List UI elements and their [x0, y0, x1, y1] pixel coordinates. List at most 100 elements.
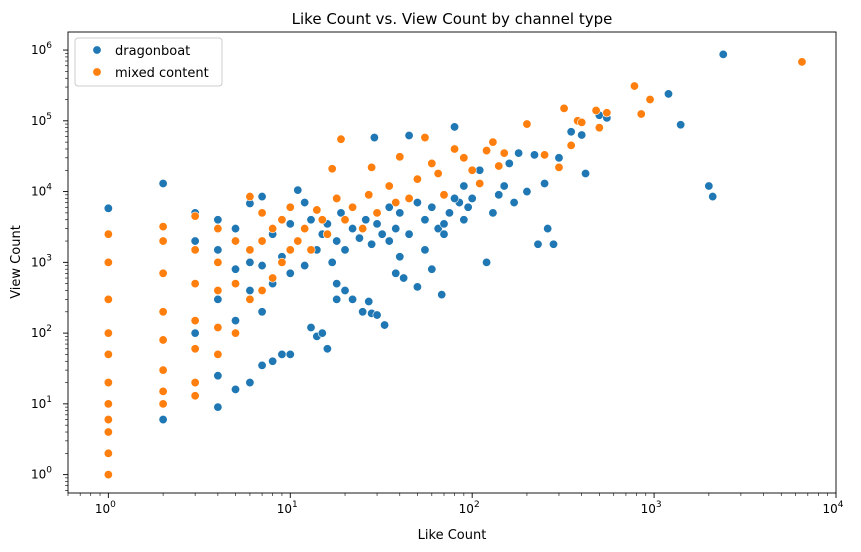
data-point: [257, 192, 267, 202]
data-point: [103, 427, 113, 437]
data-point: [549, 239, 559, 249]
data-point: [467, 193, 477, 203]
data-point: [277, 257, 287, 267]
data-point: [384, 202, 394, 212]
data-point: [364, 190, 374, 200]
data-point: [300, 198, 310, 208]
data-point: [285, 268, 295, 278]
data-point: [336, 134, 346, 144]
data-point: [300, 261, 310, 271]
data-point: [439, 190, 449, 200]
data-point: [663, 89, 673, 99]
data-point: [332, 294, 342, 304]
data-point: [467, 165, 477, 175]
data-point: [367, 239, 377, 249]
data-point: [158, 179, 168, 189]
data-point: [245, 245, 255, 255]
chart-title: Like Count vs. View Count by channel typ…: [292, 10, 613, 28]
data-point: [103, 203, 113, 213]
data-point: [190, 391, 200, 401]
data-point: [257, 285, 267, 295]
data-point: [676, 120, 686, 130]
data-point: [509, 198, 519, 208]
data-point: [543, 224, 553, 234]
data-point: [645, 95, 655, 105]
data-point: [213, 371, 223, 381]
x-tick-label: 101: [277, 500, 298, 516]
data-point: [213, 294, 223, 304]
data-point: [103, 448, 113, 458]
data-point: [439, 229, 449, 239]
data-point: [340, 215, 350, 225]
data-point: [437, 290, 447, 300]
data-point: [231, 384, 241, 394]
data-point: [268, 356, 278, 366]
data-point: [602, 108, 612, 118]
data-point: [522, 187, 532, 197]
data-point: [158, 307, 168, 317]
data-point: [358, 307, 368, 317]
data-point: [504, 158, 514, 168]
data-point: [488, 137, 498, 147]
data-point: [459, 215, 469, 225]
data-point: [514, 148, 524, 158]
data-point: [348, 294, 358, 304]
data-point: [395, 208, 405, 218]
data-point: [354, 233, 364, 243]
data-point: [213, 224, 223, 234]
data-point: [459, 153, 469, 163]
data-point: [213, 402, 223, 412]
data-point: [412, 174, 422, 184]
data-point: [257, 236, 267, 246]
legend-marker-mixed-content: [92, 67, 102, 77]
data-point: [158, 335, 168, 345]
data-point: [103, 415, 113, 425]
data-point: [364, 296, 374, 306]
data-point: [285, 202, 295, 212]
x-axis-title: Like Count: [418, 528, 487, 543]
data-point: [231, 279, 241, 289]
y-axis-title: View Count: [9, 225, 24, 299]
data-point: [257, 307, 267, 317]
data-point: [103, 257, 113, 267]
data-point: [629, 81, 639, 91]
data-point: [372, 219, 382, 229]
data-point: [566, 140, 576, 150]
data-point: [327, 164, 337, 174]
data-point: [581, 169, 591, 179]
points-layer: [103, 49, 807, 480]
data-point: [158, 365, 168, 375]
data-point: [404, 229, 414, 239]
data-point: [372, 208, 382, 218]
data-point: [306, 322, 316, 332]
data-point: [332, 236, 342, 246]
data-point: [285, 219, 295, 229]
data-point: [317, 328, 327, 338]
data-point: [395, 152, 405, 162]
data-point: [494, 190, 504, 200]
data-point: [559, 103, 569, 113]
data-point: [312, 205, 322, 215]
data-point: [404, 193, 414, 203]
data-point: [704, 181, 714, 191]
data-point: [213, 245, 223, 255]
data-point: [190, 316, 200, 326]
legend-label-dragonboat: dragonboat: [115, 44, 190, 59]
data-point: [450, 144, 460, 154]
data-point: [245, 285, 255, 295]
data-point: [285, 349, 295, 359]
data-point: [404, 131, 414, 141]
data-point: [293, 236, 303, 246]
data-point: [494, 161, 504, 171]
data-point: [213, 257, 223, 267]
data-point: [594, 123, 604, 133]
data-point: [708, 192, 718, 202]
data-point: [257, 261, 267, 271]
x-axis: 100 101 102 103 104: [67, 493, 844, 516]
data-point: [317, 215, 327, 225]
data-point: [257, 360, 267, 370]
data-point: [322, 229, 332, 239]
data-point: [482, 257, 492, 267]
data-point: [268, 273, 278, 283]
